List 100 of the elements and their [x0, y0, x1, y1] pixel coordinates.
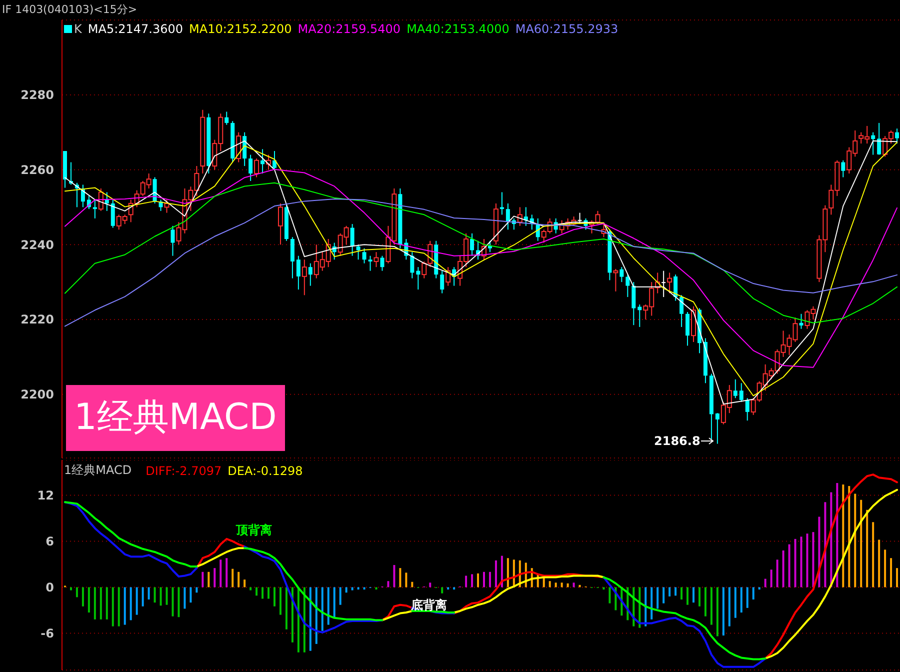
candlestick: [841, 160, 846, 178]
bar: [190, 587, 192, 603]
bar: [142, 587, 144, 606]
candlestick: [578, 212, 582, 225]
candlestick: [680, 294, 684, 328]
bar: [399, 568, 402, 588]
candlestick: [248, 154, 253, 182]
bar: [722, 587, 724, 636]
bar: [82, 587, 84, 606]
chart-title: 1经典MACD: [64, 462, 132, 479]
text: MA5:2147.3600: [88, 22, 184, 36]
y-tick-label: 2260: [20, 163, 54, 178]
candlestick: [278, 202, 283, 246]
bar: [866, 510, 868, 588]
candlestick: [895, 128, 900, 144]
bar: [327, 587, 330, 625]
candlestick: [296, 255, 300, 290]
candlestick: [470, 232, 474, 256]
candlestick: [440, 270, 444, 294]
bar: [794, 538, 796, 588]
bar: [710, 587, 712, 625]
candlestick: [104, 192, 109, 212]
bar: [716, 587, 718, 636]
bar: [824, 502, 826, 588]
bar: [136, 587, 138, 615]
candlestick: [715, 412, 720, 444]
candlestick: [733, 378, 738, 399]
line-series: [64, 168, 898, 368]
bar: [848, 486, 850, 588]
bar: [411, 582, 414, 588]
candlestick: [626, 274, 630, 298]
bar: [542, 578, 545, 588]
bar: [494, 560, 497, 588]
candlestick: [745, 398, 750, 422]
bar: [363, 587, 366, 590]
bar: [572, 582, 575, 588]
bar: [441, 587, 444, 594]
candlestick: [374, 252, 379, 268]
bar: [566, 583, 569, 588]
bar: [154, 587, 156, 603]
bar: [274, 587, 276, 606]
bar: [860, 500, 862, 588]
bar: [196, 587, 198, 593]
bar: [483, 572, 485, 588]
bar: [166, 587, 168, 605]
bar: [76, 587, 78, 598]
bar: [471, 574, 474, 588]
bar: [692, 587, 694, 603]
bar: [345, 587, 348, 593]
bar: [315, 587, 318, 644]
candlestick: [308, 262, 312, 286]
bar: [602, 587, 605, 590]
bar: [560, 582, 563, 588]
bar: [453, 587, 456, 590]
bar: [674, 587, 677, 596]
bar: [704, 587, 706, 616]
bar: [256, 587, 258, 596]
candlestick: [739, 382, 744, 402]
bar: [746, 587, 748, 608]
bar: [297, 587, 300, 652]
candlestick: [110, 199, 115, 228]
bar: [728, 587, 730, 626]
bar: [554, 582, 557, 588]
bar: [488, 572, 491, 588]
bar: [232, 568, 234, 588]
candlestick: [272, 150, 276, 170]
bar: [226, 558, 228, 588]
bar: [668, 587, 671, 596]
bar: [178, 587, 180, 618]
bar: [387, 581, 390, 588]
annotation: 1经典MACD: [66, 385, 285, 451]
legend-label: K: [74, 22, 82, 36]
candlestick: [667, 272, 672, 294]
bar: [752, 587, 754, 600]
candlestick: [500, 192, 504, 216]
bar: [447, 587, 450, 590]
candlestick: [302, 259, 307, 296]
bar: [878, 540, 880, 588]
bar: [429, 582, 432, 588]
text: MA40:2153.4000: [406, 22, 510, 36]
bar: [100, 587, 102, 620]
bar: [740, 587, 742, 613]
bar: [321, 587, 324, 631]
annotation: 顶背离: [236, 522, 272, 539]
text: MA60:2155.2933: [515, 22, 618, 36]
y-tick-label: 6: [46, 534, 54, 548]
candlestick: [871, 132, 876, 156]
bar: [650, 587, 653, 620]
bar: [812, 532, 814, 588]
bar: [309, 587, 312, 651]
bar: [776, 560, 778, 588]
candlestick: [620, 266, 624, 283]
candlestick: [410, 252, 414, 279]
bar: [124, 587, 126, 625]
bar: [375, 587, 378, 590]
text: MA20:2159.5400: [298, 22, 401, 36]
bar: [70, 587, 72, 590]
bar: [896, 568, 898, 588]
bar: [220, 560, 222, 588]
bar: [118, 587, 120, 626]
